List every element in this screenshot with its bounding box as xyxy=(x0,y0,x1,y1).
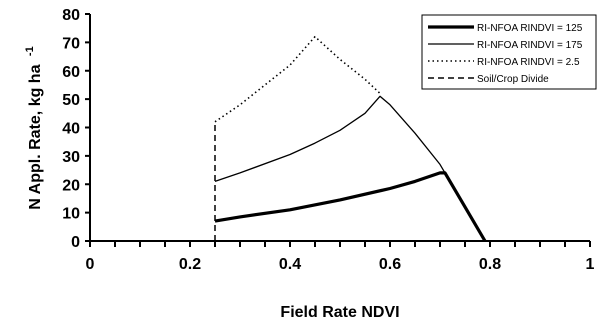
legend-label-2: RI-NFOA RINDVI = 175 xyxy=(477,40,583,51)
legend-label-3: RI-NFOA RINDVI = 2.5 xyxy=(477,57,580,68)
x-tick-label: 0.6 xyxy=(379,256,401,273)
series-line-1 xyxy=(214,171,487,242)
y-tick-label: 70 xyxy=(62,35,80,52)
series-line-3 xyxy=(214,35,381,123)
y-tick-label: 30 xyxy=(62,149,80,166)
y-tick-label: 0 xyxy=(71,234,80,251)
legend-label-4: Soil/Crop Divide xyxy=(477,74,549,85)
y-tick-label: 50 xyxy=(62,92,80,109)
x-axis-title: Field Rate NDVI xyxy=(280,304,399,321)
y-tick-label: 20 xyxy=(62,177,80,194)
chart-axes: 0 10 20 30 40 50 60 70 80 0 0.2 0.4 0.6 0.8 1 xyxy=(62,7,594,273)
legend-label-1: RI-NFOA RINDVI = 125 xyxy=(477,23,583,34)
y-tick-label: 60 xyxy=(62,64,80,81)
y-tick-label: 40 xyxy=(62,121,80,138)
y-axis-title-main: N Appl. Rate, kg ha xyxy=(27,64,44,209)
x-tick-label: 0.8 xyxy=(479,256,501,273)
y-tick-label: 80 xyxy=(62,7,80,24)
x-tick-label: 0.2 xyxy=(179,256,201,273)
x-tick-label: 0.4 xyxy=(279,256,301,273)
y-tick-label: 10 xyxy=(62,206,80,223)
y-axis-title: N Appl. Rate, kg ha -1 xyxy=(24,46,44,209)
x-tick-label: 1 xyxy=(586,256,595,273)
y-axis-title-superscript: -1 xyxy=(24,46,36,56)
x-tick-label: 0 xyxy=(86,256,95,273)
legend: RI-NFOA RINDVI = 125 RI-NFOA RINDVI = 175… xyxy=(421,14,597,90)
chart-series xyxy=(214,35,487,242)
series-line-2 xyxy=(214,95,486,242)
